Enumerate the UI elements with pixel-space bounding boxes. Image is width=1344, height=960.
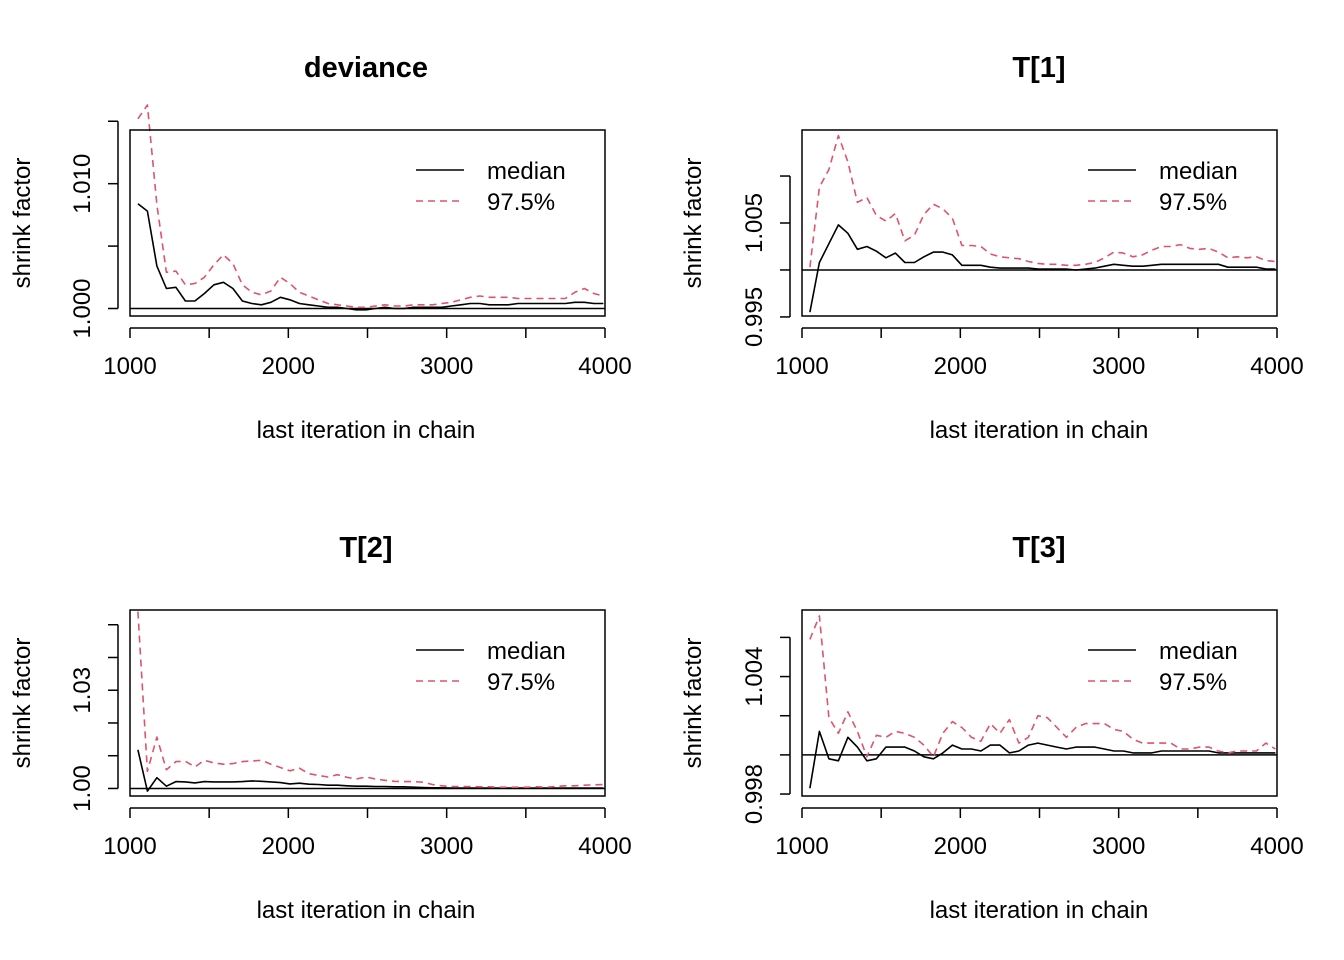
- legend-median-label: median: [487, 638, 566, 665]
- legend-q975-label: 97.5%: [487, 189, 555, 216]
- series-median-line: [809, 224, 1276, 313]
- x-tick-label: 3000: [420, 833, 473, 860]
- x-tick-label: 1000: [775, 353, 828, 380]
- x-tick-label: 1000: [775, 833, 828, 860]
- plot-frame: [801, 129, 1278, 317]
- series-median-line: [809, 730, 1276, 789]
- series-layer: [137, 611, 604, 792]
- legend-q975-label: 97.5%: [487, 669, 555, 696]
- y-axis: 1.000 1.010: [69, 120, 119, 339]
- series-layer: [809, 615, 1276, 789]
- x-tick-label: 2000: [934, 353, 987, 380]
- y-tick-label: 1.00: [69, 765, 96, 812]
- x-tick-label: 2000: [262, 833, 315, 860]
- panel-title: T[2]: [339, 532, 392, 564]
- x-axis: 1000 2000 3000 4000: [103, 327, 632, 380]
- panel-deviance: deviance last iteration in chain shrink …: [9, 52, 632, 444]
- plot-frame: [801, 609, 1278, 797]
- panel-title: T[3]: [1012, 532, 1065, 564]
- legend: median 97.5%: [1088, 158, 1238, 216]
- x-axis: 1000 2000 3000 4000: [103, 807, 632, 860]
- x-tick-label: 3000: [1092, 833, 1145, 860]
- x-axis: 1000 2000 3000 4000: [775, 807, 1304, 860]
- plot-frame: [129, 129, 606, 317]
- y-tick-label: 0.995: [741, 287, 768, 347]
- x-axis-label: last iteration in chain: [257, 417, 476, 444]
- legend: median 97.5%: [416, 638, 566, 696]
- x-tick-label: 1000: [103, 353, 156, 380]
- panel-t3: T[3] last iteration in chain shrink fact…: [680, 532, 1304, 924]
- series-median-line: [137, 203, 604, 311]
- x-tick-label: 4000: [578, 833, 631, 860]
- x-axis-label: last iteration in chain: [930, 897, 1149, 924]
- x-tick-label: 1000: [103, 833, 156, 860]
- series-q975-line: [809, 134, 1276, 268]
- y-tick-label: 1.03: [69, 667, 96, 714]
- panel-t1: T[1] last iteration in chain shrink fact…: [680, 52, 1304, 444]
- legend-q975-label: 97.5%: [1159, 669, 1227, 696]
- panel-title: deviance: [304, 52, 428, 84]
- y-tick-label: 1.004: [741, 647, 768, 707]
- y-axis-label: shrink factor: [9, 638, 36, 769]
- y-axis: 0.998 1.004: [741, 636, 791, 824]
- x-tick-label: 4000: [1250, 833, 1303, 860]
- legend-median-label: median: [487, 158, 566, 185]
- series-median-line: [137, 749, 604, 792]
- y-axis-label: shrink factor: [680, 158, 707, 289]
- legend-q975-label: 97.5%: [1159, 189, 1227, 216]
- legend-median-label: median: [1159, 158, 1238, 185]
- y-tick-label: 0.998: [741, 764, 768, 824]
- series-q975-line: [809, 615, 1276, 758]
- x-axis-label: last iteration in chain: [930, 417, 1149, 444]
- x-tick-label: 2000: [262, 353, 315, 380]
- x-tick-label: 3000: [1092, 353, 1145, 380]
- x-tick-label: 4000: [578, 353, 631, 380]
- x-tick-label: 4000: [1250, 353, 1303, 380]
- plot-frame: [129, 609, 606, 797]
- y-axis-label: shrink factor: [9, 158, 36, 289]
- y-axis: 1.00 1.03: [69, 623, 119, 812]
- series-layer: [809, 134, 1276, 313]
- y-axis: 0.995 1.005: [741, 175, 791, 347]
- x-tick-label: 3000: [420, 353, 473, 380]
- legend: median 97.5%: [416, 158, 566, 216]
- x-axis: 1000 2000 3000 4000: [775, 327, 1304, 380]
- y-tick-label: 1.005: [741, 193, 768, 253]
- y-tick-label: 1.000: [69, 278, 96, 338]
- panel-title: T[1]: [1012, 52, 1065, 84]
- x-axis-label: last iteration in chain: [257, 897, 476, 924]
- legend: median 97.5%: [1088, 638, 1238, 696]
- x-tick-label: 2000: [934, 833, 987, 860]
- y-axis-label: shrink factor: [680, 638, 707, 769]
- series-q975-line: [137, 104, 604, 309]
- y-tick-label: 1.010: [69, 154, 96, 214]
- panel-t2: T[2] last iteration in chain shrink fact…: [9, 532, 632, 924]
- series-layer: [137, 104, 604, 311]
- series-q975-line: [137, 611, 604, 789]
- legend-median-label: median: [1159, 638, 1238, 665]
